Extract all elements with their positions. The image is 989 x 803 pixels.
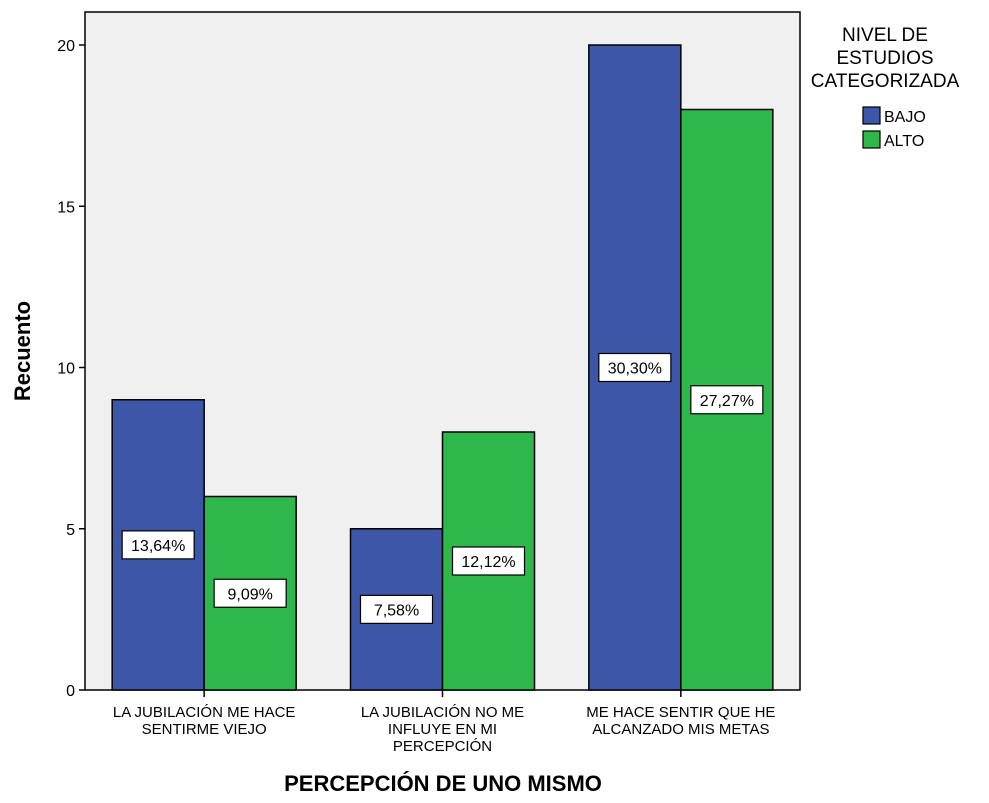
legend-swatch: [862, 106, 881, 125]
data-label: 7,58%: [374, 602, 419, 619]
y-tick-label: 0: [66, 683, 75, 700]
data-label-box: [359, 594, 434, 624]
data-label: 27,27%: [700, 393, 754, 410]
x-tick-label-line: ME HACE SENTIR QUE HE: [586, 704, 775, 721]
data-label-box: [598, 352, 672, 383]
y-axis-title: Recuento: [10, 301, 35, 401]
legend-swatch: [862, 130, 881, 149]
x-tick-label-line: LA JUBILACIÓN NO ME: [361, 704, 524, 721]
legend-label: BAJO: [884, 109, 926, 126]
x-tick-label-line: INFLUYE EN MI: [388, 721, 497, 738]
x-tick-label: LA JUBILACIÓN ME HACE SENTIRME VIEJO: [113, 704, 296, 738]
legend-title-line: NIVEL DE: [842, 25, 928, 46]
x-tick-label-line: PERCEPCIÓN: [393, 738, 492, 755]
data-label-box: [213, 578, 287, 608]
y-tick-label: 15: [57, 199, 75, 216]
data-label: 12,12%: [461, 554, 515, 571]
y-axis: 0 5 10 15 20: [57, 38, 85, 700]
data-label: 30,30%: [608, 361, 662, 378]
data-label-box: [690, 385, 764, 415]
y-tick-label: 20: [57, 38, 75, 55]
x-tick-label-line: ALCANZADO MIS METAS: [592, 721, 769, 738]
data-label-box: [121, 530, 195, 560]
legend-title-line: ESTUDIOS: [836, 48, 933, 69]
data-label: 13,64%: [131, 538, 185, 555]
x-axis-title: PERCEPCIÓN DE UNO MISMO: [284, 771, 602, 796]
x-tick-label-line: SENTIRME VIEJO: [142, 721, 267, 738]
data-labels-group: 13,64% 9,09% 7,58% 12,12% 30,30% 27,27%: [121, 352, 764, 624]
y-tick-label: 10: [57, 361, 75, 378]
data-label-box: [451, 546, 526, 576]
legend-title-line: CATEGORIZADA: [811, 71, 960, 92]
y-tick-label: 5: [66, 522, 75, 539]
x-tick-label: LA JUBILACIÓN NO ME INFLUYE EN MI PERCEPCI…: [361, 704, 524, 755]
legend-label: ALTO: [884, 133, 924, 150]
x-tick-label-line: LA JUBILACIÓN ME HACE: [113, 704, 296, 721]
x-tick-label: ME HACE SENTIR QUE HE ALCANZADO MIS METAS: [586, 704, 775, 738]
data-label: 9,09%: [227, 586, 272, 603]
